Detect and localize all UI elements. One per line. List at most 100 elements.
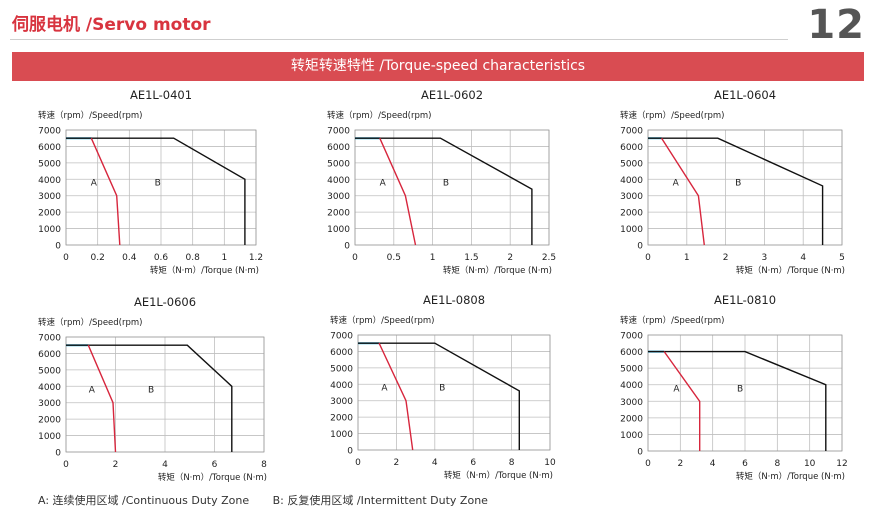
zone-label-b: B <box>737 384 743 394</box>
zone-legend: A: 连续使用区域 /Continuous Duty Zone B: 反复使用区… <box>38 492 508 508</box>
y-tick-label: 5000 <box>38 159 61 169</box>
x-tick-label: 4 <box>710 459 716 469</box>
zone-label-a: A <box>673 384 680 394</box>
y-tick-label: 5000 <box>327 159 350 169</box>
y-tick-label: 4000 <box>38 176 61 186</box>
plot-frame <box>647 129 843 246</box>
chart-title: AE1L-0401 <box>130 88 192 102</box>
y-axis-label: 转速（rpm）/Speed(rpm) <box>620 315 724 326</box>
x-tick-label: 1.5 <box>464 253 478 263</box>
y-axis-label: 转速（rpm）/Speed(rpm) <box>38 110 142 121</box>
chart-title: AE1L-0604 <box>714 88 776 102</box>
y-tick-label: 3000 <box>620 192 643 202</box>
zone-label-a: A <box>381 384 388 394</box>
zone-label-b: B <box>735 179 741 189</box>
y-tick-label: 2000 <box>38 209 61 219</box>
x-tick-label: 8 <box>261 460 267 470</box>
zone-label-a: A <box>89 386 96 396</box>
x-tick-label: 2 <box>113 460 119 470</box>
x-tick-label: 1 <box>430 253 436 263</box>
x-tick-label: 0.5 <box>387 253 401 263</box>
y-tick-label: 0 <box>637 242 643 252</box>
x-tick-label: 8 <box>509 458 515 468</box>
x-tick-label: 0.4 <box>122 253 137 263</box>
continuous-duty-curve <box>87 344 117 453</box>
x-tick-label: 0.2 <box>91 253 105 263</box>
legend-continuous-zone: A: 连续使用区域 /Continuous Duty Zone <box>38 494 250 507</box>
y-tick-label: 0 <box>55 242 61 252</box>
continuous-duty-curve <box>378 342 414 451</box>
continuous-duty-curve <box>661 137 705 246</box>
legend-intermittent-zone: B: 反复使用区域 /Intermittent Duty Zone <box>272 494 488 507</box>
y-tick-label: 3000 <box>38 192 61 202</box>
intermittent-duty-curve <box>648 137 824 245</box>
y-tick-label: 7000 <box>620 332 643 342</box>
y-axis-label: 转速（rpm）/Speed(rpm) <box>330 315 434 326</box>
x-axis-label: 转矩（N·m）/Torque (N·m) <box>443 265 552 276</box>
zone-label-b: B <box>443 179 449 189</box>
continuous-duty-curve <box>663 351 701 451</box>
plot-frame <box>65 336 265 453</box>
y-tick-label: 4000 <box>620 176 643 186</box>
chart-6: 0 1000 2000 3000 4000 5000 6000 7000 0 2 4 6 8 10 12 AE… <box>620 293 848 482</box>
plot-frame <box>357 334 551 451</box>
y-tick-label: 1000 <box>38 225 61 235</box>
zone-label-a: A <box>673 179 680 189</box>
x-tick-label: 2 <box>507 253 513 263</box>
x-tick-label: 0 <box>63 253 69 263</box>
x-tick-label: 4 <box>800 253 806 263</box>
plot-frame <box>354 129 550 246</box>
y-tick-label: 6000 <box>620 143 643 153</box>
page-number: 12 <box>807 2 865 48</box>
intermittent-duty-curve <box>358 342 520 450</box>
section-banner: 转矩转速特性 /Torque-speed characteristics <box>12 52 864 81</box>
x-tick-label: 6 <box>742 459 748 469</box>
intermittent-duty-curve <box>66 344 233 452</box>
y-tick-label: 1000 <box>330 430 353 440</box>
chart-1: 0 1000 2000 3000 4000 5000 6000 7000 0 0.2 0.4 0.6 0… <box>38 88 263 276</box>
x-tick-label: 2.5 <box>542 253 556 263</box>
x-tick-label: 4 <box>432 458 438 468</box>
header-divider <box>10 39 788 40</box>
x-tick-label: 0 <box>355 458 361 468</box>
y-tick-label: 2000 <box>38 416 61 426</box>
y-tick-label: 1000 <box>620 431 643 441</box>
y-tick-label: 2000 <box>620 209 643 219</box>
zone-label-b: B <box>155 179 161 189</box>
y-tick-label: 6000 <box>620 348 643 358</box>
y-tick-label: 2000 <box>327 209 350 219</box>
y-axis-label: 转速（rpm）/Speed(rpm) <box>620 110 724 121</box>
zone-label-a: A <box>91 179 98 189</box>
chart-title: AE1L-0810 <box>714 293 776 307</box>
y-tick-label: 2000 <box>620 414 643 424</box>
x-tick-label: 1 <box>684 253 690 263</box>
y-tick-label: 5000 <box>620 159 643 169</box>
x-tick-label: 6 <box>470 458 476 468</box>
zone-label-a: A <box>380 179 387 189</box>
y-tick-label: 5000 <box>620 365 643 375</box>
y-tick-label: 6000 <box>38 143 61 153</box>
x-axis-label: 转矩（N·m）/Torque (N·m) <box>150 265 259 276</box>
y-tick-label: 4000 <box>330 381 353 391</box>
chart-3: 0 1000 2000 3000 4000 5000 6000 7000 0 1 2 3 4 5 AE1L-… <box>620 88 845 276</box>
y-tick-label: 1000 <box>327 225 350 235</box>
y-tick-label: 3000 <box>620 398 643 408</box>
y-tick-label: 0 <box>637 448 643 458</box>
y-tick-label: 7000 <box>620 127 643 137</box>
y-tick-label: 3000 <box>327 192 350 202</box>
continuous-duty-curve <box>379 137 417 246</box>
x-axis-label: 转矩（N·m）/Torque (N·m) <box>444 470 553 481</box>
x-tick-label: 0.8 <box>186 253 201 263</box>
chart-5: 0 1000 2000 3000 4000 5000 6000 7000 0 2 4 6 8 10 AE1L… <box>330 293 556 481</box>
y-tick-label: 0 <box>347 447 353 457</box>
x-tick-label: 3 <box>762 253 768 263</box>
page-header-title: 伺服电机 /Servo motor <box>12 15 211 35</box>
y-tick-label: 7000 <box>330 332 353 342</box>
plot-frame <box>647 334 843 452</box>
y-tick-label: 1000 <box>620 225 643 235</box>
x-tick-label: 2 <box>677 459 683 469</box>
y-tick-label: 5000 <box>38 366 61 376</box>
continuous-duty-curve <box>90 137 121 246</box>
y-tick-label: 1000 <box>38 432 61 442</box>
